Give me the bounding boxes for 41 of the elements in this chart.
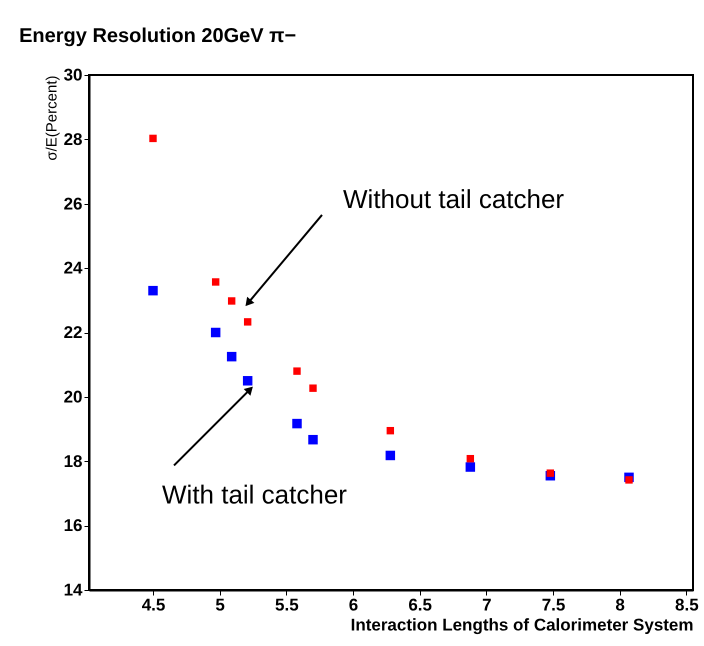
x-tick-label: 4.5	[142, 596, 166, 614]
point	[226, 352, 236, 362]
y-tick-label: 22	[64, 323, 82, 342]
y-tick-label: 30	[64, 66, 82, 84]
x-tick-label: 6	[348, 596, 358, 614]
annotation: With tail catcher	[162, 479, 348, 510]
y-axis-title: σ/E(Percent)	[44, 76, 61, 161]
point	[308, 434, 318, 444]
x-axis-title: Interaction Lengths of Calorimeter System	[350, 616, 694, 634]
point	[228, 297, 236, 305]
point	[242, 376, 252, 386]
chart-title: Energy Resolution 20GeV π−	[19, 25, 296, 47]
x-tick-label: 5.5	[275, 596, 299, 614]
point	[466, 454, 474, 462]
point	[292, 418, 302, 428]
point	[625, 476, 633, 484]
y-tick-label: 16	[64, 516, 82, 536]
point	[149, 134, 157, 142]
point	[293, 367, 301, 375]
point	[148, 286, 158, 296]
point	[386, 450, 396, 460]
x-tick-label: 5	[215, 596, 225, 614]
x-tick-label: 8.5	[675, 596, 699, 614]
y-tick-label: 28	[64, 130, 82, 149]
y-tick-label: 14	[64, 580, 84, 600]
y-tick-label: 18	[64, 452, 82, 471]
y-tick-label: 24	[64, 258, 84, 278]
point	[210, 328, 220, 338]
y-tick-label: 20	[64, 387, 82, 406]
point	[546, 469, 554, 477]
point	[244, 318, 252, 326]
annotation: Without tail catcher	[343, 184, 564, 214]
y-tick-label: 26	[64, 194, 82, 214]
point	[466, 462, 476, 472]
x-tick-label: 6.5	[408, 596, 432, 614]
point	[386, 426, 394, 434]
point	[212, 278, 220, 286]
x-tick-label: 8	[615, 596, 625, 614]
x-tick-label: 7	[482, 596, 492, 614]
point	[309, 384, 317, 392]
x-tick-label: 7.5	[542, 596, 566, 614]
